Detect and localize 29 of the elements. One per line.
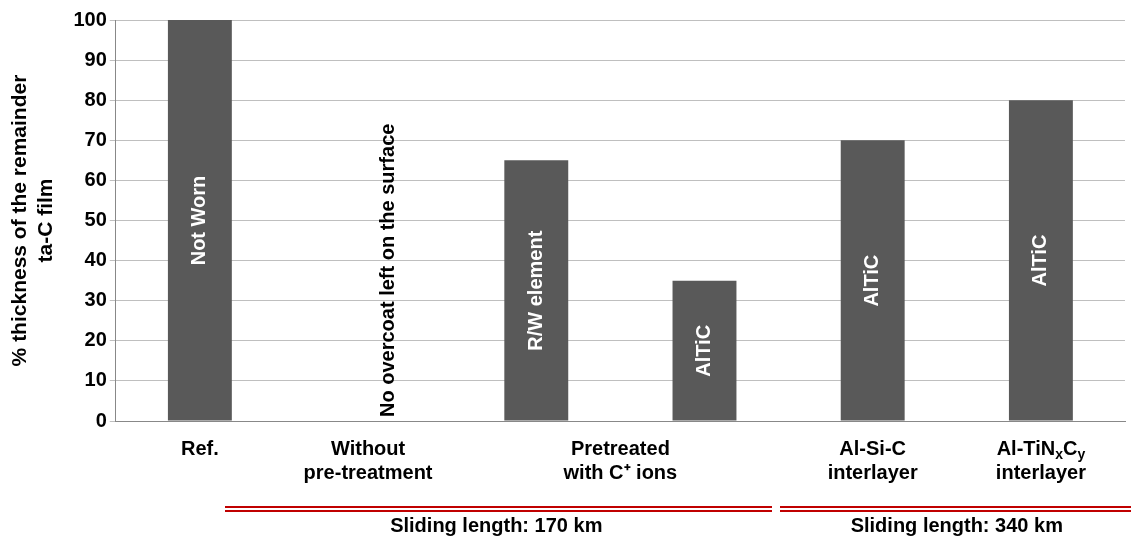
bar xyxy=(672,280,737,421)
x-tick-label: Al-Si-C interlayer xyxy=(827,436,918,483)
annotation: No overcoat left on the surface xyxy=(375,123,398,417)
y-tick-label: 50 xyxy=(84,208,107,231)
text: Sliding length: 340 km xyxy=(850,513,1063,536)
bar xyxy=(1008,100,1073,421)
bar xyxy=(504,160,569,421)
x-tick-label: Ref. xyxy=(180,436,219,459)
x-tick-label: Without pre-treatment xyxy=(303,436,433,483)
y-tick-label: 90 xyxy=(84,47,107,70)
annotation: Not Worn xyxy=(187,175,210,266)
y-tick-label: 60 xyxy=(84,167,107,190)
annotation: AlTiC xyxy=(860,254,883,307)
y-tick-label: 30 xyxy=(84,288,107,311)
annotation: AlTiC xyxy=(692,324,714,377)
y-tick-label: 20 xyxy=(84,328,107,351)
y-tick-label: 100 xyxy=(73,7,107,30)
bar xyxy=(167,20,232,421)
bar xyxy=(840,140,905,421)
y-tick-label: 70 xyxy=(84,127,107,150)
y-tick-label: 80 xyxy=(84,87,107,110)
y-tick-label: 40 xyxy=(84,248,107,271)
annotation: AlTiC xyxy=(1028,234,1051,287)
y-tick-label: 10 xyxy=(84,368,107,391)
text: Pretreated with C⁺ ions xyxy=(562,436,678,483)
y-tick-label: 0 xyxy=(95,408,107,431)
text: Sliding length: 170 km xyxy=(390,513,603,536)
annotation: R/W element xyxy=(523,230,546,351)
y-axis-title: % thickness of the remainder ta-C film xyxy=(7,74,56,367)
